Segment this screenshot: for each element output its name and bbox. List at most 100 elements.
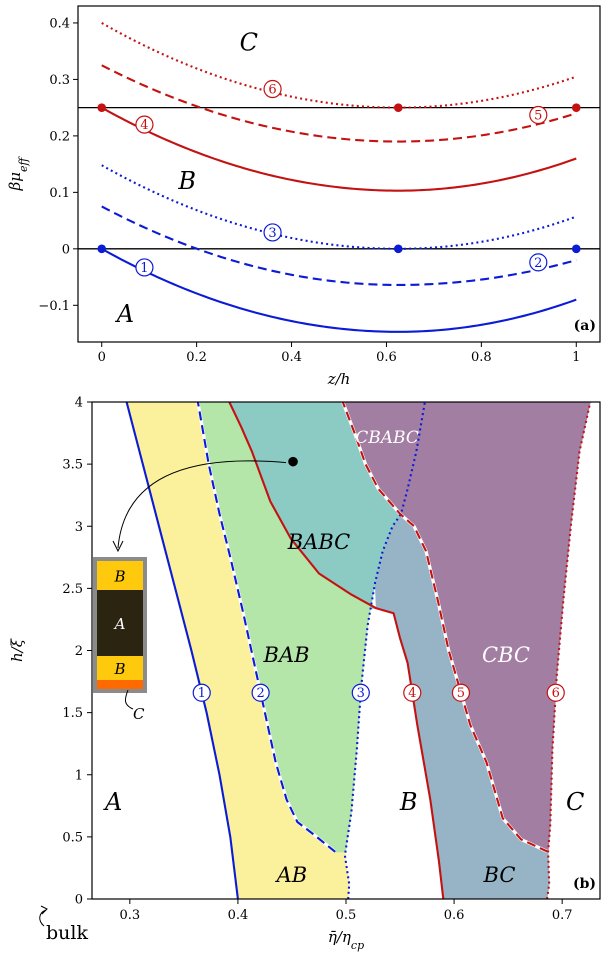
- x-tick-label: 0.4: [281, 350, 302, 365]
- region-label-a: A: [103, 788, 122, 816]
- inset-wall-pointer: [124, 689, 134, 710]
- series-3-marker-label: 3: [268, 226, 276, 241]
- inset-layer-label-2: B: [113, 660, 125, 678]
- data-point-3: [97, 103, 107, 112]
- inset-layer-1: [97, 590, 143, 656]
- boundary-5-marker-ring: [451, 683, 471, 702]
- boundary-6-line: [545, 401, 592, 900]
- series-3-line: [101, 164, 577, 250]
- boundary-3-marker-label: 3: [357, 686, 365, 701]
- series-6-marker-ring: [263, 79, 282, 99]
- boundary-3-marker-ring: [351, 683, 370, 702]
- boundary-1-marker-label: 1: [198, 686, 206, 701]
- state-point: [288, 456, 298, 467]
- y-tick-label: 1: [75, 768, 83, 783]
- data-point-0: [97, 244, 107, 254]
- y-tick-label: 0.5: [62, 830, 83, 845]
- series-6-marker-label: 6: [268, 83, 276, 98]
- region-label-bc: BC: [483, 863, 516, 887]
- x-tick-label: 0.4: [228, 908, 249, 923]
- series-6-line: [101, 22, 577, 109]
- bulk-pointer: [39, 909, 47, 927]
- data-point-5: [571, 103, 581, 112]
- series-4-marker-label: 4: [140, 118, 148, 133]
- plot-frame: [77, 5, 601, 343]
- state-arrow-head: [112, 540, 124, 553]
- y-tick-label: 2: [75, 644, 83, 659]
- region-label-C: C: [240, 29, 258, 57]
- series-2-line: [101, 205, 577, 287]
- inset-layer-0: [97, 561, 143, 590]
- inset-layer-label-1: A: [113, 615, 126, 633]
- boundary-1-marker-ring: [192, 683, 211, 702]
- series-4-marker-ring: [135, 115, 154, 134]
- series-1-marker-ring: [135, 258, 154, 277]
- y-tick-label: 0.4: [49, 16, 70, 31]
- series-4-line: [101, 106, 577, 192]
- x-tick-label: 0.8: [471, 350, 492, 365]
- data-point-2: [571, 244, 581, 254]
- y-tick-label: 4: [75, 396, 83, 411]
- y-tick-label: 0: [75, 893, 83, 908]
- inset-layer-2: [97, 656, 143, 680]
- y-axis-label: h/ξ: [8, 638, 26, 662]
- x-tick-label: 0.3: [119, 908, 140, 923]
- region-label-cbc: CBC: [482, 643, 530, 667]
- y-tick-label: −0.1: [38, 299, 70, 314]
- panel-label: (a): [574, 318, 596, 334]
- y-tick-label: 0.1: [49, 186, 70, 201]
- region-label-cbabc: CBABC: [355, 428, 419, 448]
- boundary-5-line: [341, 401, 549, 853]
- series-5-marker-label: 5: [534, 108, 542, 123]
- series-5-line: [101, 64, 577, 143]
- panel-label: (b): [573, 876, 596, 892]
- series-1-line: [101, 247, 577, 333]
- inset-wall-label: C: [133, 705, 145, 723]
- boundary-4-marker-ring: [403, 683, 422, 702]
- x-axis-label: z/h: [327, 370, 351, 388]
- x-tick-label: 0: [98, 350, 106, 365]
- series-5-marker-ring: [529, 105, 548, 125]
- panel-a-chart: 1 2 3 4 5 6 A B C 0 0.2 0.4 0.6 0.8 1 −0.1 0 0.1 0.2 0.3 0.4…: [6, 5, 601, 388]
- inset-layer-label-0: B: [113, 568, 125, 586]
- boundary-2-marker-ring: [251, 683, 270, 702]
- region-label-b: B: [399, 788, 418, 816]
- data-point-4: [394, 103, 403, 112]
- x-tick-label: 0.5: [336, 908, 357, 923]
- data-point-1: [394, 244, 403, 254]
- boundary-2-marker-label: 2: [256, 686, 264, 701]
- series-2-marker-ring: [529, 253, 548, 272]
- boundary-4-line: [228, 401, 445, 900]
- x-tick-label: 0.6: [444, 908, 465, 923]
- x-tick-label: 0.2: [186, 350, 207, 365]
- state-arrow: [117, 460, 287, 549]
- series-2-marker-label: 2: [534, 256, 542, 271]
- x-tick-label: 1: [572, 350, 580, 365]
- y-tick-label: 1.5: [62, 706, 83, 721]
- bulk-label: bulk: [46, 922, 88, 944]
- bulk-pointer-head: [40, 905, 48, 915]
- region-label-bab: BAB: [263, 643, 310, 667]
- x-axis-label: η̄/ηcp: [328, 928, 364, 952]
- y-tick-label: 2.5: [62, 582, 83, 597]
- region-label-c: C: [566, 788, 584, 816]
- boundary-6-marker-label: 6: [552, 686, 560, 701]
- region-label-A: A: [115, 300, 134, 328]
- boundary-3-line: [343, 401, 426, 900]
- series-1-marker-label: 1: [140, 261, 148, 276]
- region-label-B: B: [177, 167, 196, 195]
- boundary-5-marker-label: 5: [457, 686, 465, 701]
- y-tick-label: 0.3: [49, 73, 70, 88]
- boundary-6-marker-ring: [546, 683, 565, 702]
- y-tick-label: 3.5: [62, 458, 83, 473]
- inset-wall-film: [97, 680, 143, 689]
- y-tick-label: 0: [62, 242, 70, 257]
- boundary-4-marker-label: 4: [408, 686, 416, 701]
- x-tick-label: 0.6: [376, 350, 397, 365]
- region-label-babc: BABC: [287, 530, 351, 554]
- series-3-marker-ring: [263, 223, 282, 242]
- boundary-1-line: [125, 401, 239, 900]
- region-label-ab: AB: [275, 863, 308, 887]
